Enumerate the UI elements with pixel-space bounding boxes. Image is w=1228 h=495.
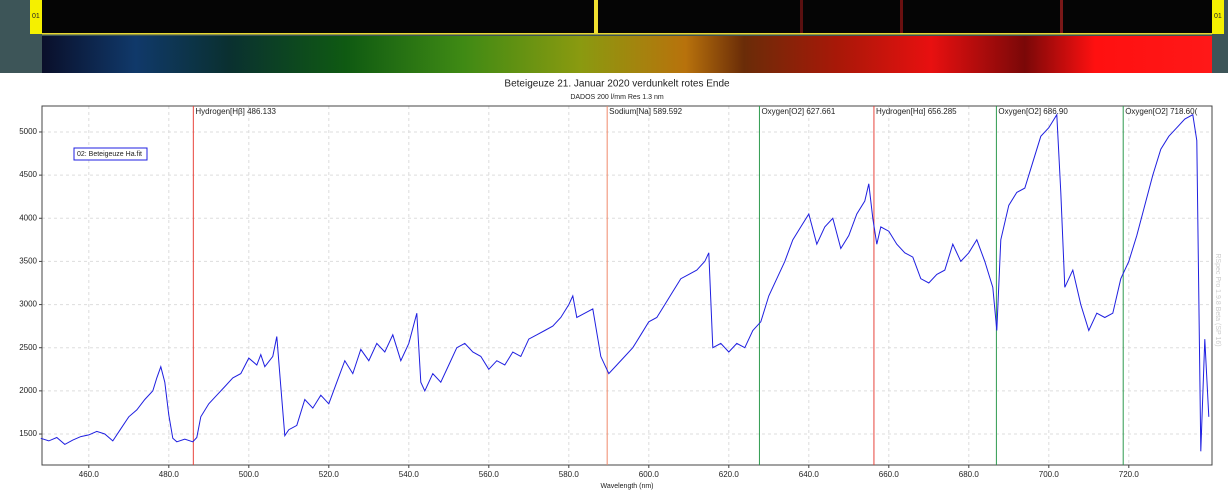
marker-label: 01 bbox=[1214, 13, 1222, 20]
x-tick-label: 720.0 bbox=[1119, 470, 1140, 479]
marker bbox=[30, 0, 42, 34]
spectrum-line bbox=[40, 113, 1210, 452]
x-tick-label: 620.0 bbox=[719, 470, 740, 479]
x-tick-label: 520.0 bbox=[319, 470, 340, 479]
x-tick-label: 600.0 bbox=[639, 470, 660, 479]
reference-label: Hydrogen[Hβ] 486.133 bbox=[195, 107, 276, 116]
y-tick-label: 3000 bbox=[19, 300, 37, 309]
strip-border bbox=[42, 33, 1212, 35]
spectrum-line bbox=[1060, 0, 1063, 34]
reference-label: Hydrogen[Hα] 656.285 bbox=[876, 107, 957, 116]
spectrum-line bbox=[594, 0, 598, 34]
reference-label: Oxygen[O2] 627.661 bbox=[761, 107, 835, 116]
chart-title: Beteigeuze 21. Januar 2020 verdunkelt ro… bbox=[504, 79, 730, 90]
x-tick-label: 640.0 bbox=[799, 470, 820, 479]
x-axis-label: Wavelength (nm) bbox=[600, 483, 653, 490]
y-tick-label: 2500 bbox=[19, 343, 37, 352]
watermark: RSpec Pro 1.9.8 Beta (SP 16) bbox=[1214, 253, 1221, 346]
plot-frame bbox=[41, 105, 1213, 466]
x-tick-label: 560.0 bbox=[479, 470, 500, 479]
y-tick-label: 2000 bbox=[19, 386, 37, 395]
x-tick-label: 580.0 bbox=[559, 470, 580, 479]
marker-label: 01 bbox=[32, 13, 40, 20]
legend-box bbox=[73, 147, 148, 161]
x-tick-label: 500.0 bbox=[239, 470, 260, 479]
legend-label: 02: Beteigeuze Ha.fit bbox=[77, 151, 142, 158]
x-tick-label: 460.0 bbox=[79, 470, 100, 479]
y-tick-label: 1500 bbox=[19, 429, 37, 438]
x-tick-label: 680.0 bbox=[959, 470, 980, 479]
y-tick-label: 4500 bbox=[19, 170, 37, 179]
spectrum-line bbox=[900, 0, 903, 34]
marker bbox=[1212, 0, 1224, 34]
reference-label: Oxygen[O2] 718.60( bbox=[1125, 107, 1197, 116]
x-tick-label: 540.0 bbox=[399, 470, 420, 479]
x-tick-label: 700.0 bbox=[1039, 470, 1060, 479]
y-tick-label: 4000 bbox=[19, 213, 37, 222]
x-tick-label: 660.0 bbox=[879, 470, 900, 479]
reference-label: Sodium[Na] 589.592 bbox=[609, 107, 682, 116]
y-tick-label: 3500 bbox=[19, 257, 37, 266]
x-tick-label: 480.0 bbox=[159, 470, 180, 479]
y-tick-label: 5000 bbox=[19, 127, 37, 136]
color-spectrum bbox=[42, 36, 1212, 73]
spectrum-line bbox=[800, 0, 803, 34]
spectrum-strip bbox=[42, 0, 1212, 34]
reference-label: Oxygen[O2] 686.90 bbox=[998, 107, 1068, 116]
chart-subtitle: DADOS 200 l/mm Res 1.3 nm bbox=[570, 94, 664, 101]
